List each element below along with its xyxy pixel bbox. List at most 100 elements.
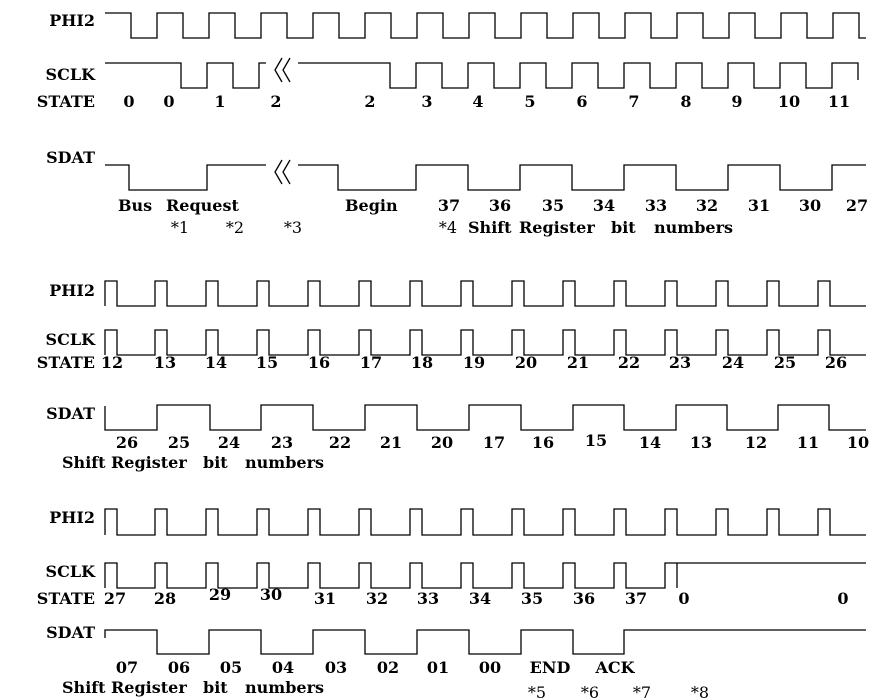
sdat-waveform-b [298, 164, 866, 191]
state-value: 16 [308, 353, 330, 372]
sdat-bit: 13 [690, 433, 712, 452]
sdat-bit: 10 [847, 433, 869, 452]
sdat-bit: 25 [168, 433, 190, 452]
sdat-waveform [104, 629, 866, 655]
sdat-bit: 22 [329, 433, 351, 452]
note-star-7: *7 [633, 683, 651, 698]
state-values-row-3: 27 28 29 30 31 32 33 34 35 36 37 0 0 [104, 585, 849, 608]
state-value: 6 [576, 92, 587, 111]
state-value: 11 [828, 92, 850, 111]
sdat-waveform [104, 404, 866, 431]
note-request: Request [166, 196, 239, 215]
state-value: 8 [680, 92, 691, 111]
sdat-bit: 33 [645, 196, 667, 215]
state-value: 3 [421, 92, 432, 111]
sdat-bit: 07 [116, 658, 138, 677]
phi2-label: PHI2 [49, 11, 95, 30]
sdat-label: SDAT [46, 148, 95, 167]
phi2-label: PHI2 [49, 281, 95, 300]
sdat-break-mark [274, 159, 291, 185]
sdat-bit: 01 [427, 658, 449, 677]
state-value: 0 [837, 589, 848, 608]
state-value: 1 [214, 92, 225, 111]
note-bit: bit [611, 218, 636, 237]
note-star-2: *2 [226, 218, 244, 237]
sdat-bit: 05 [220, 658, 242, 677]
state-value: 7 [628, 92, 639, 111]
sdat-bit: 15 [585, 431, 607, 450]
sdat-bit: 12 [745, 433, 767, 452]
sdat-bit: 20 [431, 433, 453, 452]
state-value: 30 [260, 585, 282, 604]
sclk-label: SCLK [46, 65, 97, 84]
phi2-waveform [105, 12, 866, 39]
state-value: 20 [515, 353, 537, 372]
state-values-row-1: 0 0 1 2 2 3 4 5 6 7 8 9 10 11 [123, 92, 850, 111]
state-values-row-2: 12 13 14 15 16 17 18 19 20 21 22 23 24 2… [101, 353, 847, 372]
state-value: 28 [154, 589, 176, 608]
state-label: STATE [37, 353, 95, 372]
note-bit: bit [203, 678, 228, 697]
state-value: 10 [778, 92, 800, 111]
note-star-4: *4 [439, 218, 457, 237]
state-value: 35 [521, 589, 543, 608]
note-star-8: *8 [691, 683, 709, 698]
sdat-label: SDAT [46, 404, 95, 423]
sdat-bit: 04 [272, 658, 294, 677]
state-value: 19 [463, 353, 485, 372]
note-numbers: numbers [245, 678, 324, 697]
state-value: 26 [825, 353, 847, 372]
note-shift: Shift [468, 218, 512, 237]
sdat-bit: 03 [325, 658, 347, 677]
sdat-label: SDAT [46, 623, 95, 642]
sclk-waveform [104, 329, 866, 356]
phi2-waveform [104, 280, 866, 307]
state-value: 0 [123, 92, 134, 111]
state-value: 21 [567, 353, 589, 372]
note-ack: ACK [594, 658, 635, 677]
state-value: 36 [573, 589, 595, 608]
sdat-bit: 11 [797, 433, 819, 452]
sclk-waveform-b [298, 62, 859, 89]
sdat-bit: 37 [438, 196, 460, 215]
state-value: 4 [472, 92, 483, 111]
sdat-bit: 23 [271, 433, 293, 452]
sdat-notes-row-4: Shift Register bit numbers *5 *6 *7 *8 [62, 678, 709, 698]
state-value: 32 [366, 589, 388, 608]
sdat-bit: 26 [116, 433, 138, 452]
state-value: 27 [104, 589, 126, 608]
state-value: 29 [209, 585, 231, 604]
sdat-bit: 14 [639, 433, 661, 452]
state-value: 23 [669, 353, 691, 372]
sclk-break-mark [274, 57, 291, 83]
sclk-label: SCLK [46, 562, 97, 581]
state-value: 0 [678, 589, 689, 608]
state-value: 34 [469, 589, 491, 608]
note-star-3: *3 [284, 218, 302, 237]
note-register: Register [111, 453, 187, 472]
note-numbers: numbers [654, 218, 733, 237]
note-shift: Shift [62, 678, 106, 697]
section-2: PHI2 SCLK STATE 12 13 14 15 16 17 18 19 … [37, 280, 869, 472]
state-value: 2 [364, 92, 375, 111]
sdat-waveform-a [105, 164, 266, 191]
sdat-bit: 32 [696, 196, 718, 215]
note-star-5: *5 [528, 683, 546, 698]
state-value: 2 [270, 92, 281, 111]
state-value: 24 [722, 353, 744, 372]
sdat-bit: 21 [380, 433, 402, 452]
state-value: 25 [774, 353, 796, 372]
note-register: Register [519, 218, 595, 237]
state-label: STATE [37, 589, 95, 608]
sdat-bits-row-2: 26 25 24 23 22 21 20 17 16 15 14 13 12 1… [116, 431, 869, 452]
state-value: 18 [411, 353, 433, 372]
state-value: 37 [625, 589, 647, 608]
note-bus: Bus [118, 196, 152, 215]
sdat-bit: 17 [483, 433, 505, 452]
sdat-bit: 02 [377, 658, 399, 677]
sdat-notes-row-2: *1 *2 *3 *4 Shift Register bit numbers [171, 218, 733, 237]
section-1: PHI2 SCLK STATE 0 0 1 2 2 3 4 5 6 7 8 9 … [37, 11, 868, 237]
sclk-waveform-a [105, 62, 266, 89]
state-value: 14 [205, 353, 227, 372]
